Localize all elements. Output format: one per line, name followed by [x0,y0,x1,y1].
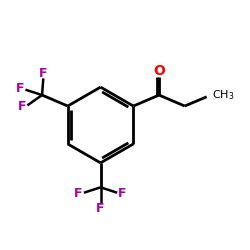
Text: F: F [118,188,127,200]
Text: F: F [16,82,24,95]
Text: F: F [74,188,83,200]
Text: F: F [18,100,26,113]
Text: F: F [39,67,48,80]
Text: CH$_3$: CH$_3$ [212,88,234,102]
Text: F: F [96,202,105,215]
Text: O: O [153,64,165,78]
